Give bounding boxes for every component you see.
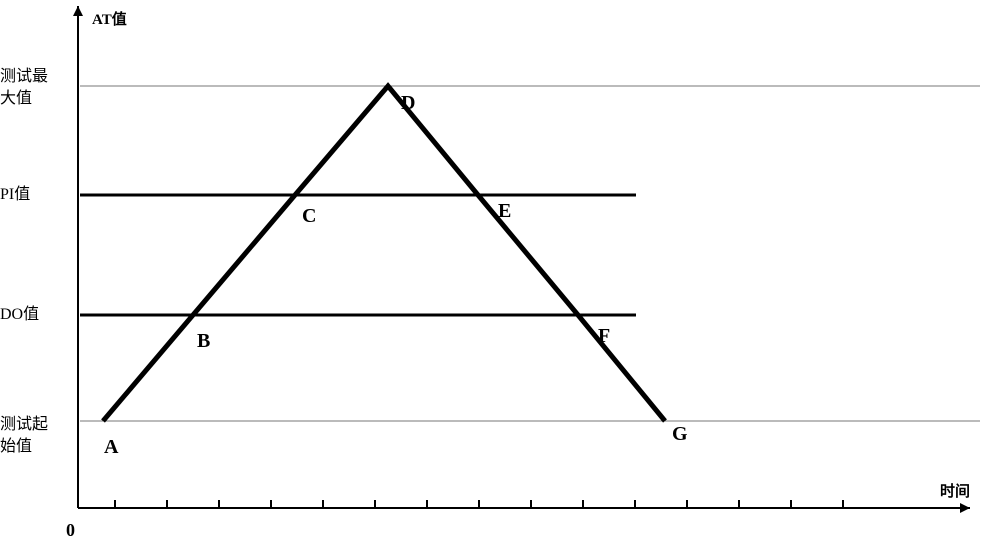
y-tick-label-do: DO值 — [0, 304, 68, 326]
origin-label: 0 — [66, 520, 75, 541]
chart-svg — [0, 0, 1000, 541]
point-label-c: C — [302, 205, 316, 228]
x-axis-title: 时间 — [940, 480, 970, 501]
point-label-b: B — [197, 330, 210, 353]
point-label-f: F — [598, 325, 610, 348]
point-label-a: A — [104, 436, 118, 459]
y-tick-label-max: 测试最 大值 — [0, 66, 68, 109]
y-tick-label-start: 测试起 始值 — [0, 414, 68, 457]
y-tick-label-pi: PI值 — [0, 184, 68, 206]
point-label-g: G — [672, 423, 688, 446]
point-label-e: E — [498, 200, 511, 223]
y-axis-title: AT值 — [92, 8, 127, 29]
chart-container: 测试最 大值 PI值 DO值 测试起 始值 AT值 时间 0 A B C D E F G — [0, 0, 1000, 541]
point-label-d: D — [401, 92, 415, 115]
